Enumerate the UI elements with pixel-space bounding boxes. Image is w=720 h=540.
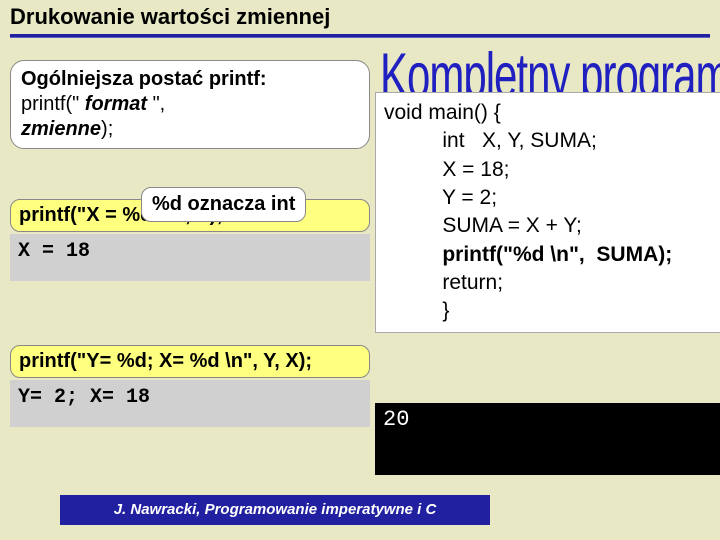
format-note: %d oznacza int <box>141 187 306 222</box>
code-listing: void main() { int X, Y, SUMA; X = 18; Y … <box>375 92 720 333</box>
printf-vars: zmienne <box>21 118 101 140</box>
printf-suffix1: ", <box>147 93 165 115</box>
general-form-box: Ogólniejsza postać printf: printf(" form… <box>10 60 370 149</box>
page-title: Drukowanie wartości zmiennej <box>0 0 720 32</box>
example1-output: X = 18 <box>10 234 370 281</box>
terminal-output: 20 <box>375 403 720 475</box>
example2-call: printf("Y= %d; X= %d \n", Y, X); <box>10 345 370 378</box>
title-underline <box>10 34 710 38</box>
printf-suffix2: ); <box>101 118 113 140</box>
printf-format: format <box>85 93 147 115</box>
general-heading: Ogólniejsza postać printf: <box>21 68 267 90</box>
printf-prefix: printf(" <box>21 93 85 115</box>
footer-credit: J. Nawracki, Programowanie imperatywne i… <box>60 495 490 525</box>
left-column: Ogólniejsza postać printf: printf(" form… <box>10 60 370 427</box>
example2-output: Y= 2; X= 18 <box>10 380 370 427</box>
